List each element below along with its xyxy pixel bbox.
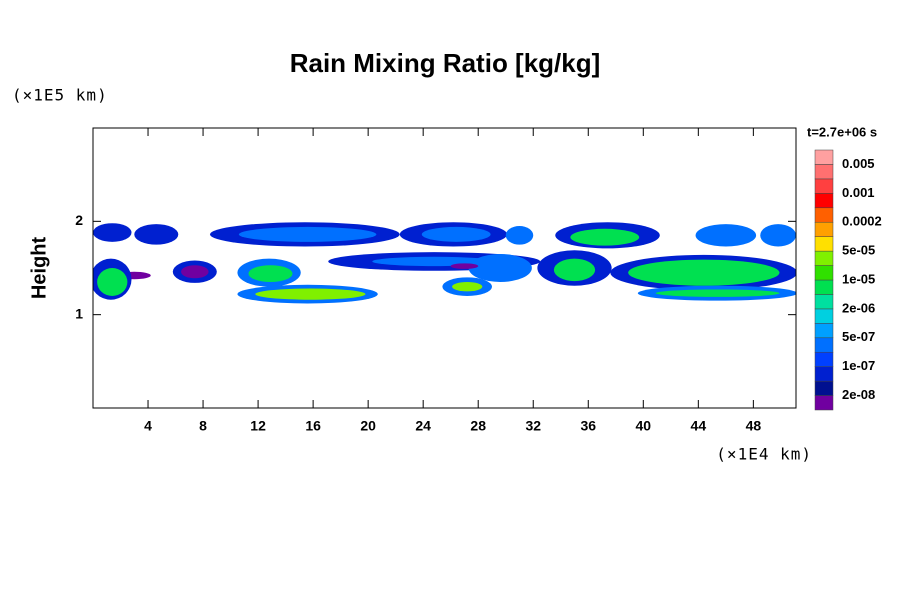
- contour-region: [570, 228, 640, 246]
- x-tick-label: 36: [580, 418, 596, 434]
- colorbar-cell: [814, 236, 834, 252]
- colorbar-cell: [814, 308, 834, 324]
- y-unit: (×1E5 km): [12, 86, 108, 105]
- x-tick-label: 40: [636, 418, 652, 434]
- contour-region: [97, 268, 128, 296]
- x-tick-label: 16: [305, 418, 321, 434]
- x-tick-label: 12: [250, 418, 266, 434]
- colorbar-cell: [814, 265, 834, 281]
- contour-region: [238, 226, 377, 242]
- chart-title: Rain Mixing Ratio [kg/kg]: [290, 48, 601, 78]
- colorbar-label: 2e-08: [842, 387, 875, 402]
- colorbar-cell: [814, 279, 834, 295]
- contour-region: [760, 224, 796, 247]
- colorbar-cell: [814, 323, 834, 339]
- colorbar-cell: [814, 351, 834, 367]
- contour-region: [655, 289, 780, 297]
- contour-region: [628, 259, 780, 286]
- x-unit: (×1E4 km): [716, 445, 812, 464]
- x-tick-label: 32: [525, 418, 541, 434]
- x-tick-label: 48: [746, 418, 762, 434]
- colorbar-cell: [814, 178, 834, 194]
- colorbar-label: 1e-05: [842, 271, 875, 286]
- colorbar-cell: [814, 395, 834, 411]
- colorbar-label: 5e-07: [842, 329, 875, 344]
- colorbar-label: 0.001: [842, 185, 875, 200]
- contour-region: [468, 254, 532, 282]
- contour-field: [93, 222, 796, 304]
- y-axis-label: Height: [28, 237, 50, 300]
- contour-region: [421, 226, 491, 242]
- contour-region: [134, 224, 179, 245]
- contour-region: [452, 282, 483, 292]
- y-tick-label: 1: [75, 305, 83, 321]
- colorbar-cell: [814, 207, 834, 223]
- x-tick-label: 44: [691, 418, 707, 434]
- contour-region: [93, 223, 132, 242]
- colorbar-cell: [814, 337, 834, 353]
- contour-region: [248, 265, 293, 282]
- contour-region: [505, 226, 534, 245]
- plot-frame: [92, 127, 797, 409]
- time-label: t=2.7e+06 s: [807, 124, 877, 139]
- colorbar-cell: [814, 193, 834, 209]
- colorbar-label: 2e-06: [842, 300, 875, 315]
- colorbar-cell: [814, 221, 834, 237]
- x-tick-label: 28: [470, 418, 486, 434]
- contour-region: [695, 224, 757, 247]
- x-tick-label: 24: [415, 418, 431, 434]
- x-tick-label: 8: [199, 418, 207, 434]
- colorbar-label: 0.0002: [842, 214, 882, 229]
- colorbar-cell: [814, 149, 834, 165]
- contour-region: [553, 258, 596, 282]
- x-tick-label: 4: [144, 418, 152, 434]
- colorbar-label: 1e-07: [842, 358, 875, 373]
- colorbar-cell: [814, 164, 834, 180]
- colorbar-cell: [814, 380, 834, 396]
- contour-region: [255, 288, 366, 300]
- colorbar-cell: [814, 294, 834, 310]
- colorbar-label: 0.005: [842, 156, 875, 171]
- colorbar-label: 5e-05: [842, 243, 875, 258]
- contour-region: [450, 263, 479, 269]
- colorbar-cell: [814, 366, 834, 382]
- contour-region: [181, 265, 209, 279]
- x-tick-label: 20: [360, 418, 376, 434]
- colorbar-cell: [814, 250, 834, 266]
- y-tick-label: 2: [75, 212, 83, 228]
